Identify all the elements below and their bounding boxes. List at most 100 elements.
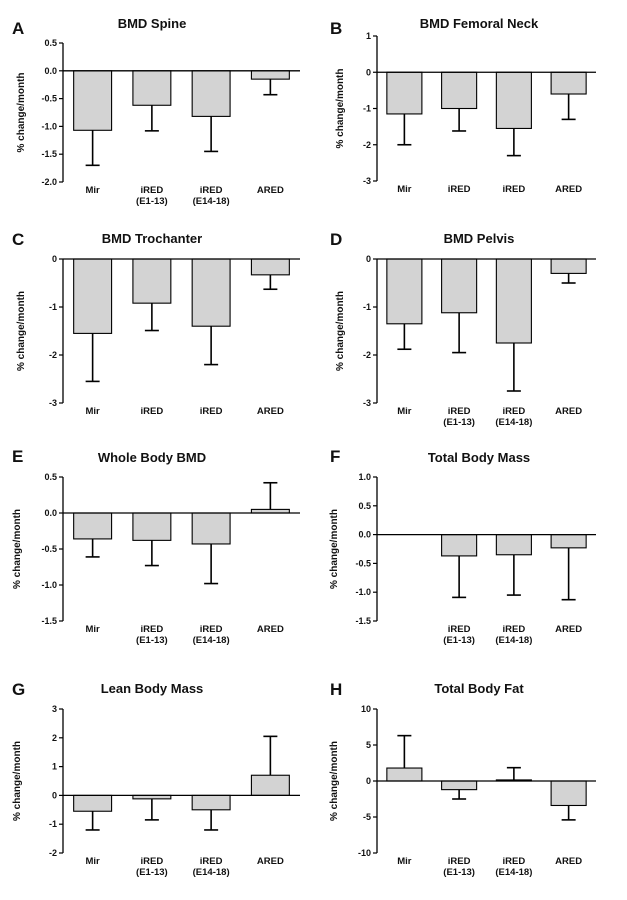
panel-letter: H (330, 680, 342, 699)
panel-title: Total Body Fat (434, 681, 524, 696)
x-category-label: (E1-13) (443, 635, 475, 646)
x-category-label: Mir (397, 184, 412, 195)
y-tick-label: -3 (363, 398, 371, 408)
bar (386, 767, 423, 782)
y-tick-label: 0 (366, 67, 371, 77)
panel-g: G Lean Body Mass % change/month 3 2 1 0 -1 -2 Mir… (12, 680, 300, 878)
panel-title: BMD Femoral Neck (420, 16, 539, 31)
x-category-label: iRED (448, 406, 471, 417)
panel-title: Whole Body BMD (98, 450, 206, 465)
x-category-label: ARED (555, 406, 582, 417)
panel-title: BMD Trochanter (102, 231, 202, 246)
x-category-label: ARED (555, 624, 582, 635)
x-category-label: (E1-13) (136, 196, 168, 207)
bar (132, 512, 172, 541)
y-tick-label: -1.0 (41, 580, 57, 590)
bar (250, 774, 290, 796)
bar (550, 258, 587, 274)
y-axis-label: % change/month (16, 291, 27, 371)
y-tick-label: 3 (52, 704, 57, 714)
x-category-label: ARED (257, 185, 284, 196)
y-tick-label: -2 (363, 350, 371, 360)
x-category-label: (E14-18) (193, 635, 230, 646)
y-tick-label: -3 (49, 398, 57, 408)
x-category-label: (E14-18) (495, 867, 532, 878)
y-tick-label: 10 (361, 704, 371, 714)
bar (191, 70, 231, 117)
x-category-label: ARED (257, 624, 284, 635)
y-tick-label: -1.0 (41, 121, 57, 131)
x-category-label: (E1-13) (443, 417, 475, 428)
y-tick-label: 0.5 (44, 472, 57, 482)
panel-title: Total Body Mass (428, 450, 530, 465)
x-category-label: Mir (86, 624, 101, 635)
y-tick-label: -0.5 (41, 544, 57, 554)
panel-b: B BMD Femoral Neck % change/month 1 0 -1 -2 -3 M… (330, 16, 596, 195)
y-tick-label: 1 (52, 762, 57, 772)
y-tick-label: -1 (363, 104, 371, 114)
bar (495, 71, 532, 129)
y-tick-label: 0.5 (358, 501, 371, 511)
y-tick-label: 1.0 (358, 472, 371, 482)
bar (386, 71, 423, 115)
y-axis-label: % change/month (329, 741, 340, 821)
x-category-label: (E14-18) (495, 635, 532, 646)
bar (441, 780, 478, 791)
y-tick-label: -5 (363, 812, 371, 822)
x-category-label: iRED (200, 406, 223, 417)
panel-letter: A (12, 19, 24, 38)
y-axis-label: % change/month (335, 68, 346, 148)
x-category-label: iRED (141, 624, 164, 635)
x-category-label: Mir (86, 185, 101, 196)
x-category-label: (E14-18) (495, 417, 532, 428)
y-tick-label: -10 (358, 848, 371, 858)
x-category-label: ARED (555, 184, 582, 195)
y-tick-label: -2 (49, 848, 57, 858)
panel-a: A BMD Spine % change/month 0.5 0.0 -0.5 -1.0 -1… (12, 16, 300, 207)
y-tick-label: 0 (366, 254, 371, 264)
x-category-label: iRED (141, 185, 164, 196)
x-category-label: ARED (257, 856, 284, 867)
x-category-label: iRED (503, 406, 526, 417)
y-tick-label: 1 (366, 31, 371, 41)
y-tick-label: 2 (52, 733, 57, 743)
x-category-label: Mir (397, 406, 412, 417)
bar (73, 512, 113, 540)
y-tick-label: -0.5 (41, 94, 57, 104)
y-tick-label: 5 (366, 740, 371, 750)
y-tick-label: 0.0 (358, 530, 371, 540)
x-category-label: (E1-13) (136, 867, 168, 878)
y-tick-label: 0 (52, 790, 57, 800)
y-tick-label: -2.0 (41, 177, 57, 187)
x-category-label: iRED (200, 856, 223, 867)
bar (550, 534, 587, 549)
y-axis-label: % change/month (335, 291, 346, 371)
x-category-label: iRED (503, 856, 526, 867)
y-tick-label: -2 (49, 350, 57, 360)
panel-letter: C (12, 230, 24, 249)
x-category-label: iRED (141, 406, 164, 417)
y-tick-label: -1 (49, 302, 57, 312)
x-category-label: iRED (448, 624, 471, 635)
x-category-label: iRED (141, 856, 164, 867)
bar (191, 794, 231, 811)
bar (73, 70, 113, 131)
x-category-label: iRED (503, 624, 526, 635)
x-category-label: iRED (448, 856, 471, 867)
bar (132, 70, 172, 106)
bar (73, 258, 113, 334)
x-category-label: (E1-13) (136, 635, 168, 646)
x-category-label: iRED (200, 624, 223, 635)
panel-e: E Whole Body BMD % change/month 0.5 0.0 -0.5 -… (12, 447, 300, 646)
x-category-label: Mir (397, 856, 412, 867)
y-tick-label: 0.5 (44, 38, 57, 48)
y-tick-label: -0.5 (355, 558, 371, 568)
bar (495, 534, 532, 556)
x-category-label: (E14-18) (193, 867, 230, 878)
panel-c: C BMD Trochanter % change/month 0 -1 -2 -3 Mir i… (12, 230, 300, 417)
bar (73, 794, 113, 812)
y-tick-label: 0.0 (44, 66, 57, 76)
x-category-label: (E14-18) (193, 196, 230, 207)
y-tick-label: -1.5 (355, 616, 371, 626)
